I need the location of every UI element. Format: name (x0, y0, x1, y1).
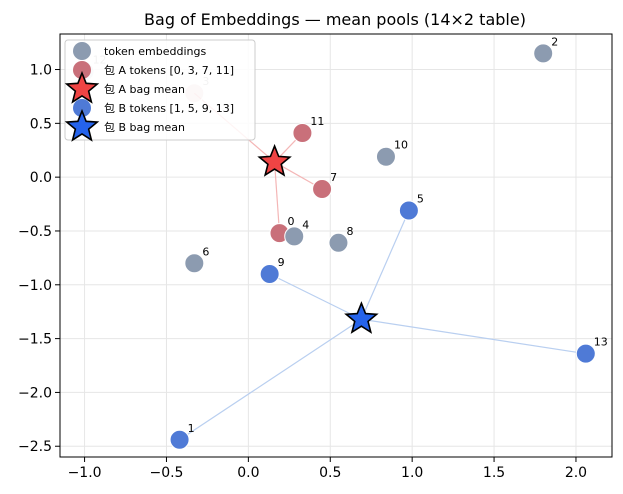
token-label: 5 (417, 193, 424, 206)
legend-star-marker (64, 70, 100, 104)
bag-mean-star (344, 301, 379, 334)
y-tick-label: 0.5 (30, 116, 52, 132)
x-tick-label: −0.5 (149, 465, 183, 481)
token-label: 6 (202, 245, 209, 258)
legend-star-marker (64, 108, 100, 142)
y-tick-label: −1.5 (18, 332, 52, 348)
axes: −1.0 −0.5 0.0 0.5 1.0 1.5 2.0 −2.5 −2.0 −1.5 −1.0 −… (18, 63, 587, 481)
token-point (259, 264, 280, 285)
bag-link-line (273, 162, 281, 234)
plot-frame (59, 33, 613, 458)
token-point (312, 178, 333, 199)
legend-label: 包 A bag mean (104, 83, 185, 96)
token-label: 1 (188, 422, 195, 435)
token-point (284, 226, 305, 247)
x-tick-label: 0.0 (237, 465, 259, 481)
y-tick-label: 0.0 (30, 170, 52, 186)
token-point (328, 232, 349, 253)
bag-link-line (179, 318, 362, 441)
points (74, 43, 596, 450)
bag-link-line (361, 318, 586, 355)
legend-label: token embeddings (104, 45, 206, 58)
legend-label: 包 B tokens [1, 5, 9, 13] (104, 102, 234, 115)
legend-box (64, 39, 256, 141)
token-point (184, 253, 205, 274)
y-tick-label: 1.0 (30, 63, 52, 79)
x-tick-label: 2.0 (565, 465, 587, 481)
legend-label: 包 B bag mean (104, 121, 185, 134)
bag-link-line (360, 210, 410, 320)
token-point (533, 43, 554, 64)
token-point (375, 146, 396, 167)
legend-label: 包 A tokens [0, 3, 7, 11] (104, 64, 234, 77)
token-label: 11 (310, 115, 324, 128)
y-tick-label: −2.5 (18, 439, 52, 455)
legend-circle-marker (73, 42, 91, 60)
x-tick-label: −1.0 (68, 465, 102, 481)
y-tick-label: −0.5 (18, 224, 52, 240)
token-point (292, 123, 313, 144)
bag-link-line (269, 273, 362, 320)
bag-lines (179, 92, 586, 441)
token-label: 13 (594, 336, 608, 349)
token-point (398, 200, 419, 221)
x-tick-label: 0.5 (319, 465, 341, 481)
token-label: 8 (346, 225, 353, 238)
token-label: 4 (302, 218, 309, 231)
token-label: 7 (330, 171, 337, 184)
y-tick-label: −1.0 (18, 278, 52, 294)
x-tick-label: 1.0 (401, 465, 423, 481)
x-tick-label: 1.5 (483, 465, 505, 481)
legend-circle-marker (73, 99, 91, 117)
legend-circle-marker (73, 61, 91, 79)
token-label: 2 (551, 35, 558, 48)
token-point (169, 429, 190, 450)
grid (60, 34, 612, 457)
y-tick-label: −2.0 (18, 385, 52, 401)
token-label: 0 (287, 215, 294, 228)
token-point (575, 343, 596, 364)
token-label: 10 (394, 139, 408, 152)
chart-title: Bag of Embeddings — mean pools (14×2 tab… (144, 10, 526, 29)
legend: token embeddings 包 A tokens [0, 3, 7, 11]… (64, 39, 256, 142)
bag-mean-star (257, 143, 292, 177)
token-label: 9 (278, 256, 285, 269)
